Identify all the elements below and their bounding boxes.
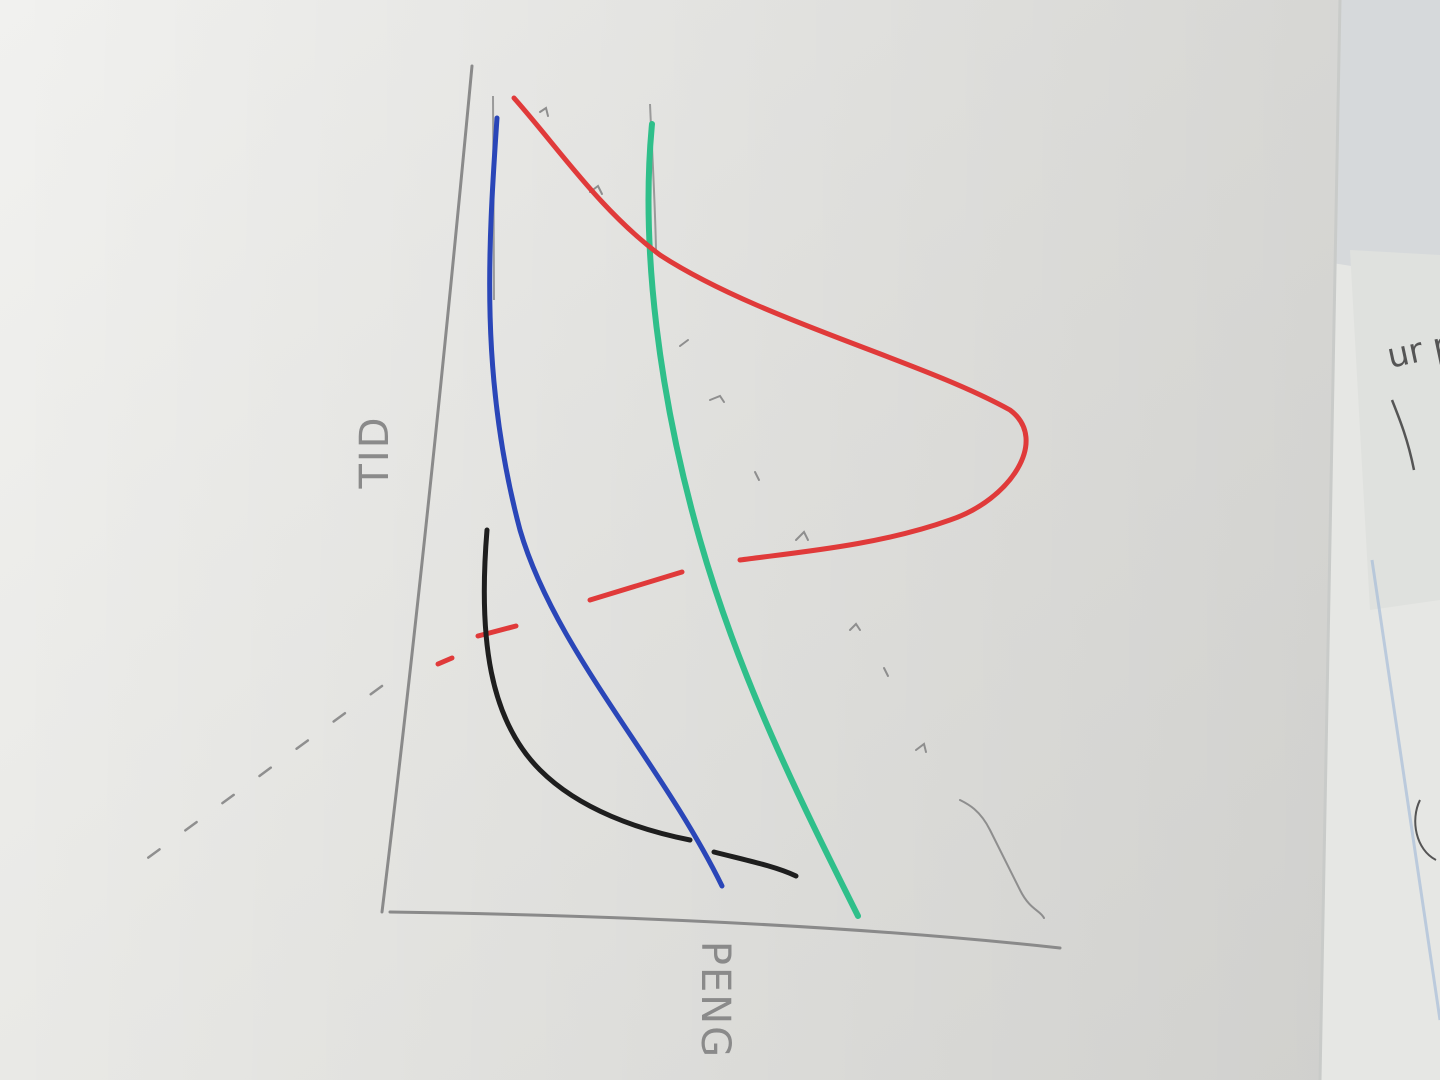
blue-curve <box>487 115 725 889</box>
red-dashed-segment <box>587 569 685 603</box>
marker-curves <box>435 95 1029 919</box>
guide-line-middle <box>649 103 657 251</box>
horizontal-axis <box>388 910 1062 950</box>
pencil-axes <box>380 64 1062 950</box>
black-curve <box>481 527 693 843</box>
back-paper-fold <box>1350 250 1440 610</box>
paper-edge <box>1318 0 1342 1080</box>
pencil-ticks <box>539 106 1045 919</box>
vertical-axis-label: TID <box>352 415 398 489</box>
red-curve <box>511 95 1029 563</box>
vertical-axis <box>380 64 474 914</box>
edge-scrap-curve <box>1414 799 1437 861</box>
paper-shading <box>0 0 1340 1080</box>
back-paper-edge <box>1370 559 1440 1021</box>
black-curve-tail <box>711 849 799 879</box>
red-dashed-segment <box>435 655 455 667</box>
edge-scrap-stroke <box>1390 399 1416 471</box>
horizontal-axis-label: PENG <box>692 941 738 1059</box>
dashed-extension-line <box>143 684 384 862</box>
